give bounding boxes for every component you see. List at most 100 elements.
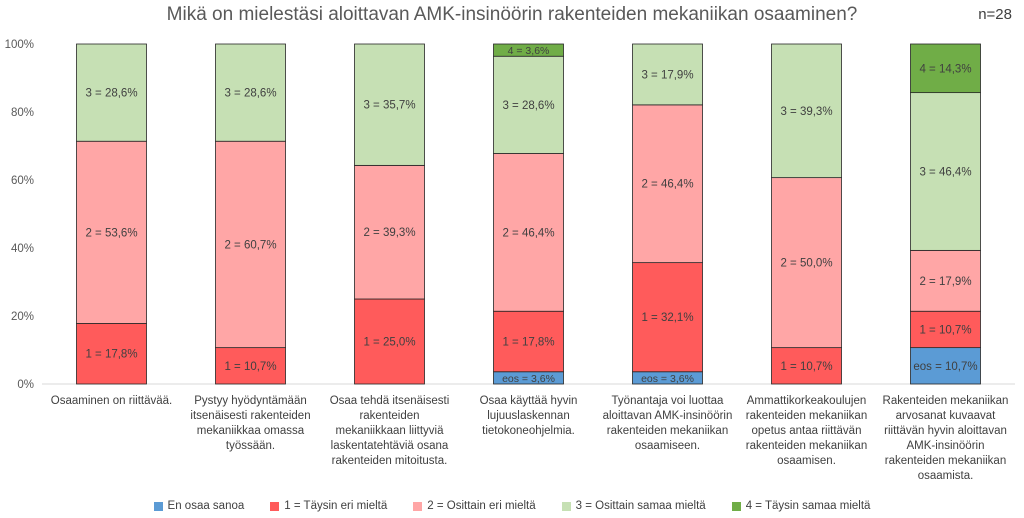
legend-swatch bbox=[153, 501, 163, 511]
bar-segment bbox=[493, 153, 564, 312]
data-label: eos = 10,7% bbox=[913, 361, 977, 373]
data-label: 1 = 10,7% bbox=[780, 361, 832, 373]
category-label: Osaa käyttää hyvin lujuuslaskennan tietoko… bbox=[480, 395, 578, 437]
bar-segment bbox=[493, 310, 564, 373]
category-label-line: itsenäisesti rakenteiden bbox=[190, 410, 310, 422]
data-label: 1 = 17,8% bbox=[85, 349, 137, 361]
category-label-line: tietokoneohjelmia. bbox=[482, 425, 575, 437]
bar-segment bbox=[910, 43, 981, 94]
data-label: 1 = 25,0% bbox=[363, 337, 415, 349]
data-label: 4 = 3,6% bbox=[508, 45, 550, 57]
bar-segment bbox=[215, 347, 286, 385]
bar-segment bbox=[632, 43, 703, 106]
category-label-line: mekaniikkaan liittyviä bbox=[335, 425, 444, 437]
data-label: 2 = 46,4% bbox=[502, 227, 554, 239]
category-label-line: rakenteiden mekaniikan bbox=[885, 455, 1006, 467]
category-label-line: rakenteiden mekaniikan bbox=[607, 425, 728, 437]
bar-segment bbox=[910, 92, 981, 251]
legend-label: 1 = Täysin eri mieltä bbox=[284, 500, 388, 512]
category-label-line: osaamista. bbox=[918, 470, 974, 482]
category-label-line: laskentatehtäviä osana bbox=[331, 440, 449, 452]
data-label: 3 = 35,7% bbox=[363, 100, 415, 112]
category-label-line: opetus antaa riittävän bbox=[752, 425, 862, 437]
category-label: Pystyy hyödyntämään itsenäisesti rakentei… bbox=[190, 395, 310, 452]
legend-item: En osaa sanoa bbox=[153, 500, 245, 512]
legend-label: En osaa sanoa bbox=[167, 500, 245, 512]
category-label: Rakenteiden mekaniikan arvosanat kuvaavat… bbox=[883, 395, 1009, 482]
legend-item: 1 = Täysin eri mieltä bbox=[270, 500, 387, 512]
bar-segment bbox=[910, 310, 981, 349]
category-label-line: mekaniikkaa omassa bbox=[197, 425, 305, 437]
sample-size-label: n=28 bbox=[978, 6, 1012, 23]
legend-label: 3 = Osittain samaa mieltä bbox=[575, 500, 706, 512]
category-label-line: Työnantaja voi luottaa bbox=[612, 395, 724, 407]
bar-segment bbox=[910, 249, 981, 312]
legend-swatch bbox=[731, 501, 741, 511]
chart-legend: En osaa sanoa 1 = Täysin eri mieltä 2 = Os… bbox=[0, 500, 1024, 512]
bar-segment bbox=[632, 262, 703, 373]
legend-label: 4 = Täysin samaa mieltä bbox=[745, 500, 871, 512]
category-label-line: rakenteiden mitoitusta. bbox=[332, 455, 448, 467]
data-label: 1 = 17,8% bbox=[502, 337, 554, 349]
legend-swatch bbox=[561, 501, 571, 511]
legend-item: 3 = Osittain samaa mieltä bbox=[561, 500, 706, 512]
data-label: eos = 3,6% bbox=[502, 373, 555, 385]
bar-segment bbox=[632, 104, 703, 264]
data-label: 3 = 28,6% bbox=[502, 100, 554, 112]
y-tick-label: 80% bbox=[11, 107, 34, 119]
category-label-line: arvosanat kuvaavat bbox=[896, 410, 997, 422]
data-label: 1 = 32,1% bbox=[641, 312, 693, 324]
category-label: Osaaminen on riittävää. bbox=[51, 395, 172, 407]
category-label: Osaa tehdä itsenäisesti rakenteiden mekani… bbox=[330, 395, 450, 467]
bar-segment bbox=[354, 43, 425, 166]
data-label: 4 = 14,3% bbox=[919, 63, 971, 75]
category-label-line: Osaa käyttää hyvin bbox=[480, 395, 578, 407]
data-label: 2 = 53,6% bbox=[85, 227, 137, 239]
chart-title: Mikä on mielestäsi aloittavan AMK-insinö… bbox=[166, 4, 858, 25]
data-label: 3 = 28,6% bbox=[224, 88, 276, 100]
category-label-line: rakenteiden mekaniikan bbox=[746, 410, 867, 422]
data-label: 3 = 17,9% bbox=[641, 69, 693, 81]
bar-segment bbox=[493, 43, 564, 57]
y-tick-label: 60% bbox=[11, 175, 34, 187]
bar-segment bbox=[493, 55, 564, 154]
stacked-bar-chart: 0% 20% 40% 60% 80% 100% 1 = 17,8% 2 = 53,6% 3 = … bbox=[5, 39, 1015, 482]
category-label-line: Rakenteiden mekaniikan bbox=[883, 395, 1009, 407]
legend-label: 2 = Osittain eri mieltä bbox=[427, 500, 536, 512]
bar-segment bbox=[910, 347, 981, 385]
data-label: eos = 3,6% bbox=[641, 373, 694, 385]
bar-segment bbox=[771, 43, 842, 179]
data-label: 3 = 39,3% bbox=[780, 106, 832, 118]
category-label-line: riittävän hyvin aloittavan bbox=[884, 425, 1007, 437]
y-tick-label: 0% bbox=[17, 379, 34, 391]
data-label: 1 = 10,7% bbox=[919, 324, 971, 336]
y-tick-label: 100% bbox=[5, 39, 34, 51]
bar-segment bbox=[771, 177, 842, 349]
category-label-line: rakenteiden bbox=[359, 410, 419, 422]
category-label-line: osaamisen. bbox=[777, 455, 836, 467]
data-label: 3 = 46,4% bbox=[919, 167, 971, 179]
data-label: 2 = 17,9% bbox=[919, 276, 971, 288]
bar-segment bbox=[215, 140, 286, 349]
category-label-line: lujuuslaskennan bbox=[487, 410, 569, 422]
category-label: Ammattikorkeakoulujen rakenteiden mekanii… bbox=[746, 395, 867, 467]
category-label-line: AMK-insinöörin bbox=[907, 440, 985, 452]
legend-item: 2 = Osittain eri mieltä bbox=[413, 500, 536, 512]
category-label: Työnantaja voi luottaa aloittavan AMK-ins… bbox=[603, 395, 733, 452]
legend-item: 4 = Täysin samaa mieltä bbox=[731, 500, 871, 512]
bar-segment bbox=[215, 43, 286, 142]
data-label: 1 = 10,7% bbox=[224, 361, 276, 373]
category-label-line: rakenteiden mekaniikan bbox=[746, 440, 867, 452]
y-tick-label: 40% bbox=[11, 243, 34, 255]
bar-segment bbox=[771, 347, 842, 385]
category-label-line: Osaa tehdä itsenäisesti bbox=[330, 395, 450, 407]
category-label-line: Pystyy hyödyntämään bbox=[194, 395, 307, 407]
bar-segment bbox=[354, 298, 425, 385]
legend-swatch bbox=[270, 501, 280, 511]
data-label: 2 = 60,7% bbox=[224, 239, 276, 251]
category-label-line: osaamiseen. bbox=[635, 440, 700, 452]
data-label: 2 = 50,0% bbox=[780, 258, 832, 270]
y-tick-label: 20% bbox=[11, 311, 34, 323]
category-label-line: työssään. bbox=[226, 440, 275, 452]
bar-segment bbox=[76, 323, 147, 385]
